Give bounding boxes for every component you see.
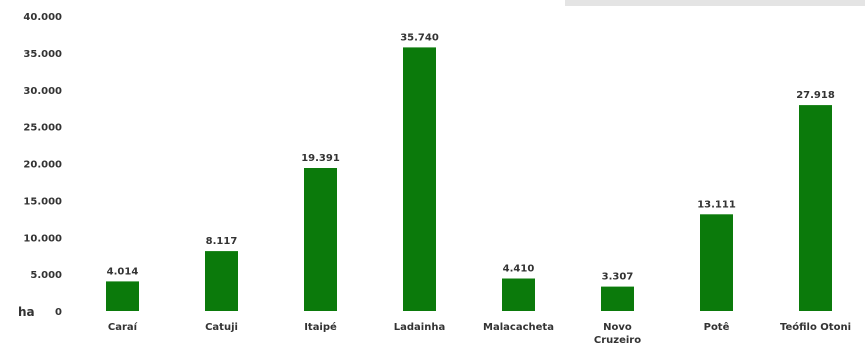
header-strip [565,0,865,6]
y-tick-label: 25.000 [23,123,62,134]
category-label: Teófilo Otoni [780,321,851,333]
data-label: 13.111 [697,199,736,210]
y-unit-label: ha [18,305,35,319]
bar [106,281,139,311]
value-labels: 4.014 8.117 19.391 35.740 4.410 3.307 13.111 27… [107,32,835,282]
bar [700,214,733,311]
bar [205,251,238,311]
y-tick-label: 20.000 [23,160,62,171]
bar [403,47,436,312]
y-tick-label: 0 [55,307,62,318]
category-label: Catuji [205,322,238,333]
data-label: 4.014 [107,266,139,277]
y-tick-label: 30.000 [23,86,62,97]
bar [799,105,832,311]
category-label: Itaipé [304,321,337,333]
category-label: Ladainha [394,322,445,333]
bar [601,286,634,311]
y-tick-label: 5.000 [30,270,62,281]
category-label: Malacacheta [483,322,554,333]
y-axis: ha 0 5.000 10.000 15.000 20.000 25.000 30.000 35… [18,12,62,319]
data-label: 27.918 [796,90,835,101]
category-label: Novo Cruzeiro [594,322,641,346]
bar [502,278,535,311]
data-label: 19.391 [301,153,340,164]
data-label: 35.740 [400,32,439,43]
y-tick-label: 10.000 [23,233,62,244]
x-axis: Caraí Catuji Itaipé Ladainha Malacacheta Novo… [108,321,851,346]
y-tick-label: 15.000 [23,196,62,207]
y-tick-label: 40.000 [23,12,62,23]
y-tick-label: 35.000 [23,49,62,60]
bar [304,168,337,311]
category-label: Potê [704,321,730,333]
data-label: 8.117 [206,236,238,247]
category-label: Caraí [108,321,138,333]
data-label: 4.410 [503,264,535,275]
data-label: 3.307 [602,272,634,283]
bars [106,47,832,312]
